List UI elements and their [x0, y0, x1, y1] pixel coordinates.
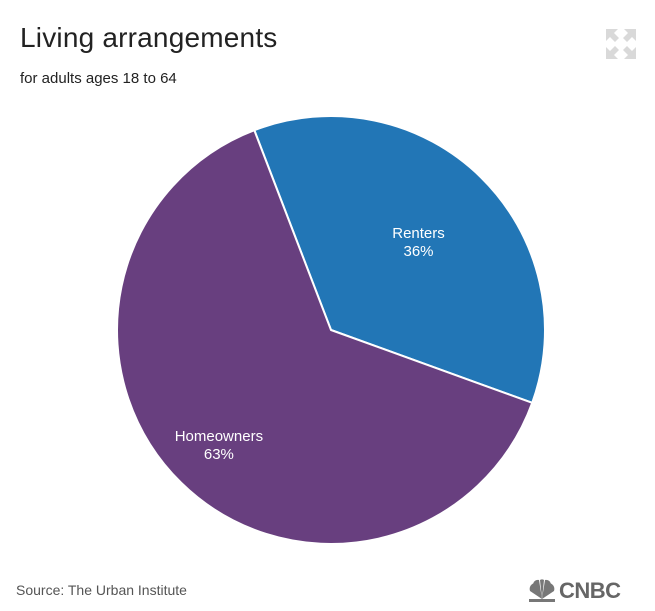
chart-subtitle: for adults ages 18 to 64 — [20, 70, 177, 87]
logo-text: CNBC — [559, 578, 621, 603]
source-note: Source: The Urban Institute — [16, 582, 187, 598]
pie-slice-homeowners — [116, 128, 534, 545]
slice-value-renters: 36% — [403, 243, 433, 260]
expand-icon — [606, 29, 636, 59]
slice-value-homeowners: 63% — [204, 446, 234, 463]
slice-label-homeowners: Homeowners — [175, 428, 263, 445]
cnbc-logo: CNBC — [527, 577, 651, 603]
chart-title: Living arrangements — [20, 22, 278, 53]
peacock-icon — [529, 579, 555, 602]
expand-button[interactable] — [604, 27, 638, 61]
pie-slice-renters — [253, 115, 546, 405]
slice-label-renters: Renters — [392, 225, 445, 242]
